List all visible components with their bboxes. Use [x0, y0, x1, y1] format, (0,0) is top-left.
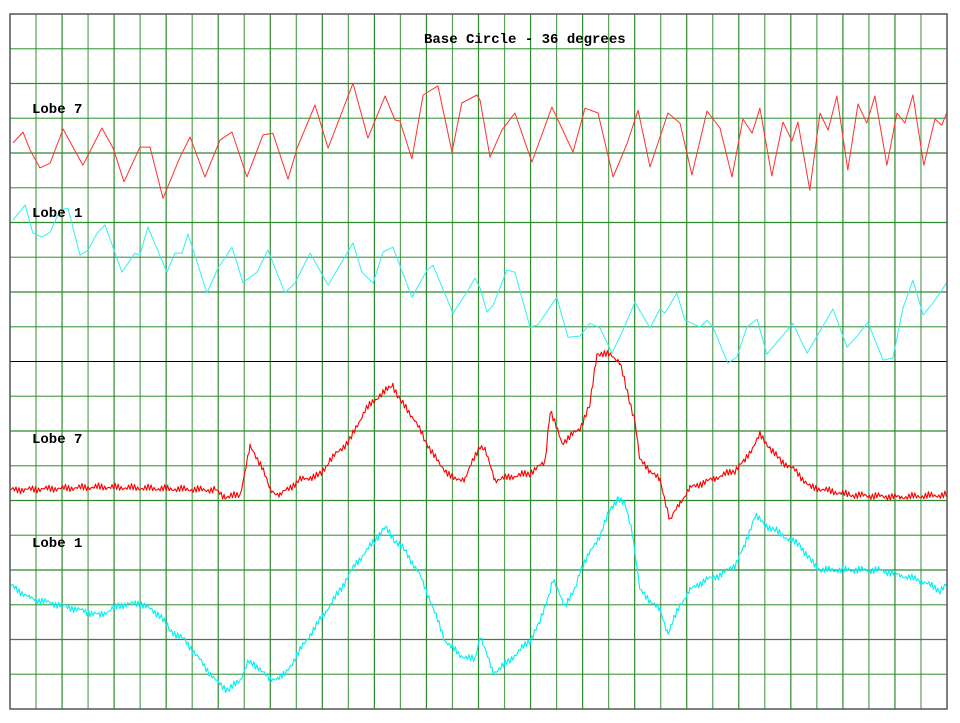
traces [9, 82, 948, 694]
trace-lobe-7-lower [9, 350, 948, 520]
grid [10, 14, 947, 709]
trace-lobe-7-upper [12, 82, 948, 199]
trace-lobe-1-lower [9, 496, 948, 694]
trace-lobe-1-upper [12, 204, 948, 364]
series-label-lobe-1-lower: Lobe 1 [32, 536, 83, 552]
chart-title: Base Circle - 36 degrees [424, 32, 626, 48]
plot-frame [9, 13, 948, 710]
series-label-lobe-1-upper: Lobe 1 [32, 206, 83, 222]
series-label-lobe-7-lower: Lobe 7 [32, 432, 83, 448]
series-label-lobe-7-upper: Lobe 7 [32, 102, 83, 118]
